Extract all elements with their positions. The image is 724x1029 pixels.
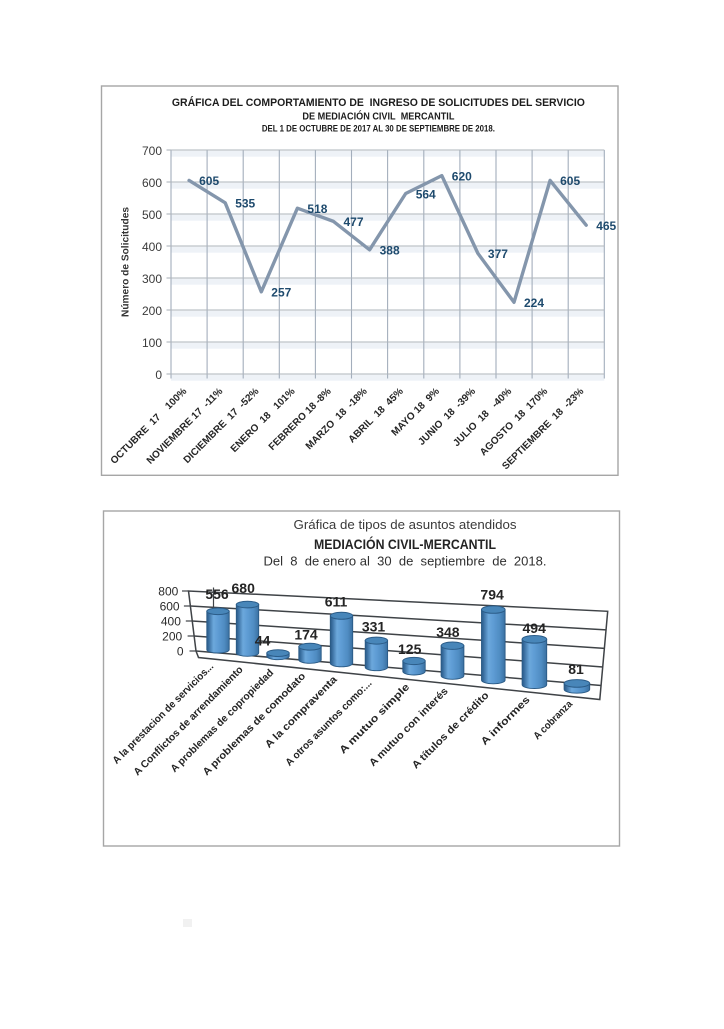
svg-text:477: 477 [344, 215, 364, 229]
svg-text:GRÁFICA DEL COMPORTAMIENTO DE: GRÁFICA DEL COMPORTAMIENTO DE INGRESO DE… [172, 96, 585, 109]
svg-text:620: 620 [452, 169, 472, 183]
svg-text:611: 611 [325, 594, 348, 610]
svg-text:605: 605 [199, 174, 219, 188]
svg-text:44: 44 [255, 633, 271, 649]
svg-text:600: 600 [142, 176, 162, 190]
svg-text:MEDIACIÓN CIVIL-MERCANTIL: MEDIACIÓN CIVIL-MERCANTIL [314, 535, 496, 552]
svg-text:DEL 1 DE OCTUBRE DE 2017 AL 30: DEL 1 DE OCTUBRE DE 2017 AL 30 DE SEPTIE… [262, 123, 495, 134]
svg-text:400: 400 [161, 615, 181, 629]
svg-text:224: 224 [524, 296, 544, 310]
svg-text:794: 794 [480, 587, 504, 603]
svg-text:174: 174 [294, 627, 318, 643]
svg-text:DE MEDIACIÓN CIVIL MERCANTIL: DE MEDIACIÓN CIVIL MERCANTIL [302, 109, 455, 122]
svg-text:518: 518 [307, 202, 327, 216]
svg-text:81: 81 [568, 661, 584, 677]
svg-text:377: 377 [488, 247, 508, 261]
svg-text:800: 800 [158, 585, 178, 599]
svg-text:535: 535 [235, 197, 255, 211]
svg-text:564: 564 [416, 187, 436, 201]
svg-text:Gráfica de tipos de asuntos at: Gráfica de tipos de asuntos atendidos [294, 517, 517, 532]
svg-text:348: 348 [436, 624, 460, 640]
svg-text:100: 100 [142, 336, 162, 350]
svg-text:556: 556 [205, 586, 229, 602]
svg-text:0: 0 [155, 368, 162, 382]
svg-text:331: 331 [362, 618, 386, 634]
svg-text:Número de Solicitudes: Número de Solicitudes [120, 207, 132, 317]
svg-text:605: 605 [560, 174, 580, 188]
svg-text:465: 465 [596, 219, 616, 233]
svg-text:400: 400 [142, 240, 162, 254]
svg-text:300: 300 [142, 272, 162, 286]
svg-text:0: 0 [177, 645, 184, 659]
svg-text:200: 200 [162, 630, 182, 644]
svg-text:500: 500 [142, 208, 162, 222]
svg-text:700: 700 [142, 144, 162, 158]
svg-text:600: 600 [160, 600, 180, 614]
svg-text:Del 8 de enero al 30 de s: Del 8 de enero al 30 de septiembre de 20… [264, 554, 547, 569]
svg-text:388: 388 [380, 244, 400, 258]
svg-text:257: 257 [271, 286, 291, 300]
svg-text:680: 680 [232, 580, 256, 596]
svg-text:125: 125 [398, 641, 422, 657]
svg-text:494: 494 [523, 620, 547, 636]
svg-text:200: 200 [142, 304, 162, 318]
